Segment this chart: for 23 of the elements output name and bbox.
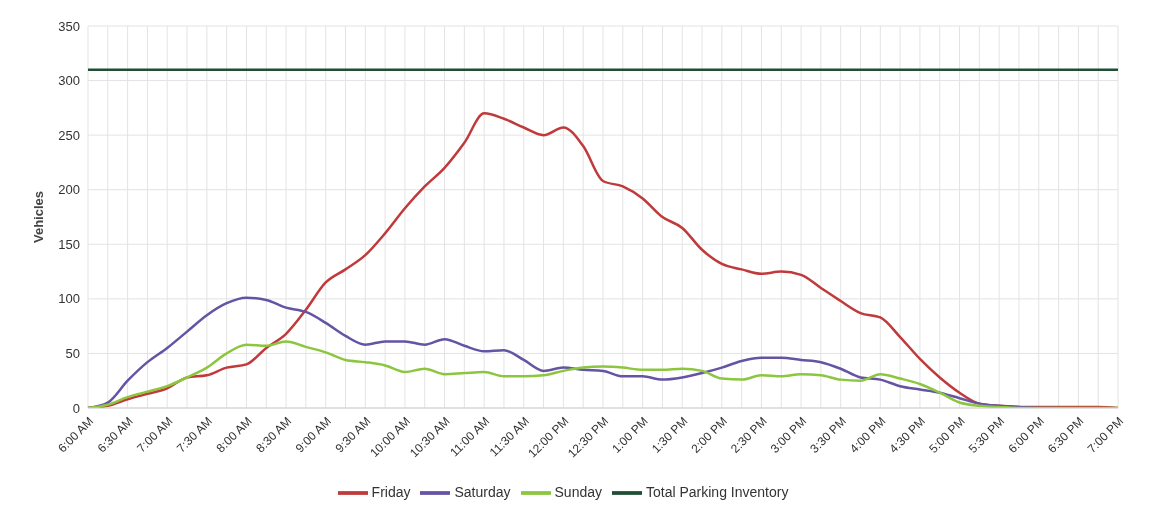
x-tick-label: 4:00 PM bbox=[846, 414, 889, 456]
legend-label: Friday bbox=[371, 483, 411, 500]
y-tick-label: 350 bbox=[58, 18, 80, 34]
y-tick-label: 150 bbox=[58, 236, 80, 252]
y-tick-label: 300 bbox=[58, 73, 80, 89]
y-tick-label: 0 bbox=[72, 400, 80, 416]
x-tick-label: 7:00 PM bbox=[1084, 414, 1127, 456]
x-tick-label: 6:30 AM bbox=[94, 414, 136, 456]
x-tick-label: 7:30 AM bbox=[173, 414, 215, 456]
x-tick-label: 4:30 PM bbox=[886, 414, 929, 456]
legend-label: Sunday bbox=[554, 483, 603, 500]
y-tick-label: 250 bbox=[58, 127, 80, 143]
x-tick-label: 8:30 AM bbox=[253, 414, 295, 456]
x-tick-label: 7:00 AM bbox=[134, 414, 176, 456]
y-tick-label: 200 bbox=[58, 182, 80, 198]
x-tick-label: 8:00 AM bbox=[213, 414, 255, 456]
legend-label: Saturday bbox=[454, 483, 511, 500]
legend-label: Total Parking Inventory bbox=[646, 483, 789, 500]
x-tick-label: 6:00 AM bbox=[55, 414, 97, 456]
y-tick-label: 100 bbox=[58, 291, 80, 307]
y-axis-title: Vehicles bbox=[30, 190, 46, 244]
x-tick-label: 9:00 AM bbox=[292, 414, 334, 456]
y-tick-label: 50 bbox=[65, 346, 80, 362]
